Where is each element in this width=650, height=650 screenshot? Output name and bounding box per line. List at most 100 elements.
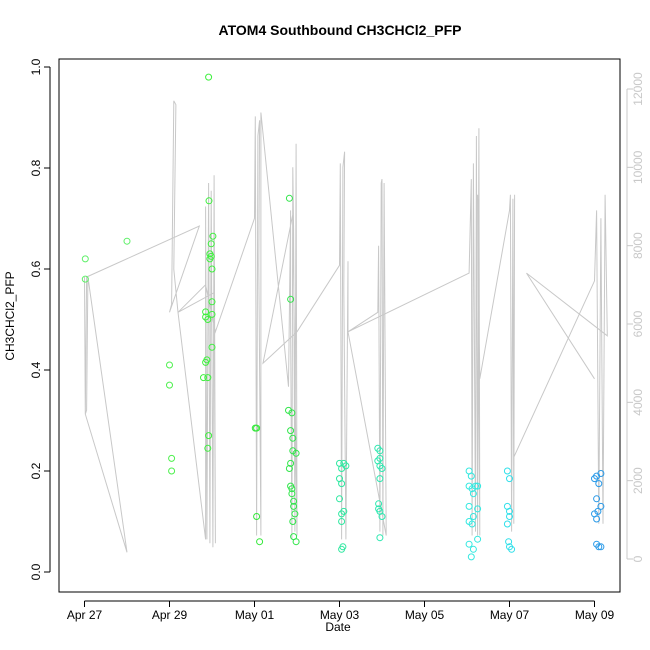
data-point xyxy=(376,447,384,455)
y-tick-label: 0.8 xyxy=(29,159,43,176)
data-point xyxy=(503,520,511,528)
x-tick-label: May 01 xyxy=(235,608,275,622)
secondary-tick-label: 4000 xyxy=(631,389,645,416)
data-point xyxy=(597,543,605,551)
data-point xyxy=(200,374,207,382)
data-point xyxy=(597,470,605,477)
data-point xyxy=(202,308,210,316)
data-point xyxy=(469,490,477,498)
data-point xyxy=(467,472,475,480)
data-point xyxy=(207,240,215,248)
data-point xyxy=(338,518,346,525)
data-point xyxy=(204,316,212,323)
data-point xyxy=(285,194,293,202)
data-point xyxy=(288,409,296,417)
data-point xyxy=(472,482,479,490)
data-point xyxy=(123,237,131,245)
data-point xyxy=(468,520,476,528)
data-point xyxy=(595,543,603,551)
data-point xyxy=(81,255,89,263)
data-point xyxy=(208,298,216,306)
x-tick-label: May 07 xyxy=(490,608,530,622)
data-point xyxy=(285,465,293,472)
data-point xyxy=(289,518,297,525)
data-point xyxy=(474,505,482,513)
data-point xyxy=(376,475,384,483)
data-point xyxy=(597,502,605,510)
data-point xyxy=(342,462,350,470)
y-axis-label: CH3CHCl2_PFP xyxy=(3,271,17,360)
y-tick-label: 0.4 xyxy=(29,361,43,378)
data-point xyxy=(166,381,173,389)
x-tick-label: Apr 27 xyxy=(67,608,103,622)
data-point xyxy=(474,535,482,543)
y-tick-label: 0.0 xyxy=(29,563,43,580)
data-point xyxy=(469,545,477,553)
data-point xyxy=(205,73,213,81)
data-point xyxy=(253,424,261,432)
data-point xyxy=(467,553,475,561)
data-point xyxy=(290,502,298,510)
data-point xyxy=(465,540,473,548)
y-tick-label: 0.6 xyxy=(29,260,43,277)
data-point xyxy=(465,502,473,510)
data-point xyxy=(338,480,346,488)
secondary-tick-label: 6000 xyxy=(631,310,645,337)
chart-title: ATOM4 Southbound CH3CHCl2_PFP xyxy=(219,22,462,38)
plot-frame xyxy=(58,58,621,593)
y-tick-label: 1.0 xyxy=(29,58,43,75)
data-point xyxy=(208,343,216,351)
secondary-tick-label: 10000 xyxy=(631,150,645,184)
secondary-tick-label: 8000 xyxy=(631,232,645,259)
data-point xyxy=(505,538,513,546)
data-point xyxy=(290,497,298,505)
secondary-tick-label: 12000 xyxy=(631,72,645,106)
plot-area: 0.0 0.2 0.4 0.6 0.8 1.0 Apr 27 Apr 29 May 01 May … xyxy=(29,58,645,622)
x-tick-label: May 03 xyxy=(320,608,360,622)
data-point xyxy=(336,495,343,503)
data-point xyxy=(81,275,89,283)
x-tick-label: May 05 xyxy=(405,608,445,622)
data-point xyxy=(340,507,348,515)
data-point xyxy=(209,232,217,240)
data-point xyxy=(287,295,295,303)
data-point xyxy=(506,507,513,515)
data-point xyxy=(378,513,386,520)
data-point xyxy=(207,252,215,260)
data-point xyxy=(593,515,601,523)
data-point xyxy=(506,475,513,483)
data-point xyxy=(474,482,482,490)
data-point xyxy=(204,444,212,452)
data-point xyxy=(168,467,176,475)
data-point xyxy=(291,510,299,518)
data-point xyxy=(205,197,213,205)
data-point xyxy=(375,500,383,508)
data-point xyxy=(595,480,603,488)
x-tick-label: May 09 xyxy=(575,608,615,622)
data-point xyxy=(506,513,513,520)
data-point xyxy=(288,490,296,498)
data-point xyxy=(338,545,346,553)
data-point xyxy=(168,454,176,462)
data-point xyxy=(287,427,295,435)
data-point xyxy=(289,434,297,442)
data-point xyxy=(256,538,264,546)
data-point xyxy=(287,459,295,467)
data-point xyxy=(469,513,477,520)
data-point xyxy=(292,449,300,457)
data-point xyxy=(203,356,211,364)
data-point xyxy=(166,361,173,369)
y-tick-label: 0.2 xyxy=(29,462,43,479)
data-point xyxy=(253,513,261,520)
data-point xyxy=(292,538,300,546)
secondary-tick-label: 0 xyxy=(631,555,645,562)
data-point xyxy=(208,310,216,318)
data-point xyxy=(208,265,216,273)
data-point xyxy=(378,465,386,472)
data-point xyxy=(205,432,213,440)
secondary-tick-label: 2000 xyxy=(631,467,645,494)
x-axis-label: Date xyxy=(325,620,351,634)
data-point xyxy=(508,545,516,553)
data-point xyxy=(204,374,212,382)
